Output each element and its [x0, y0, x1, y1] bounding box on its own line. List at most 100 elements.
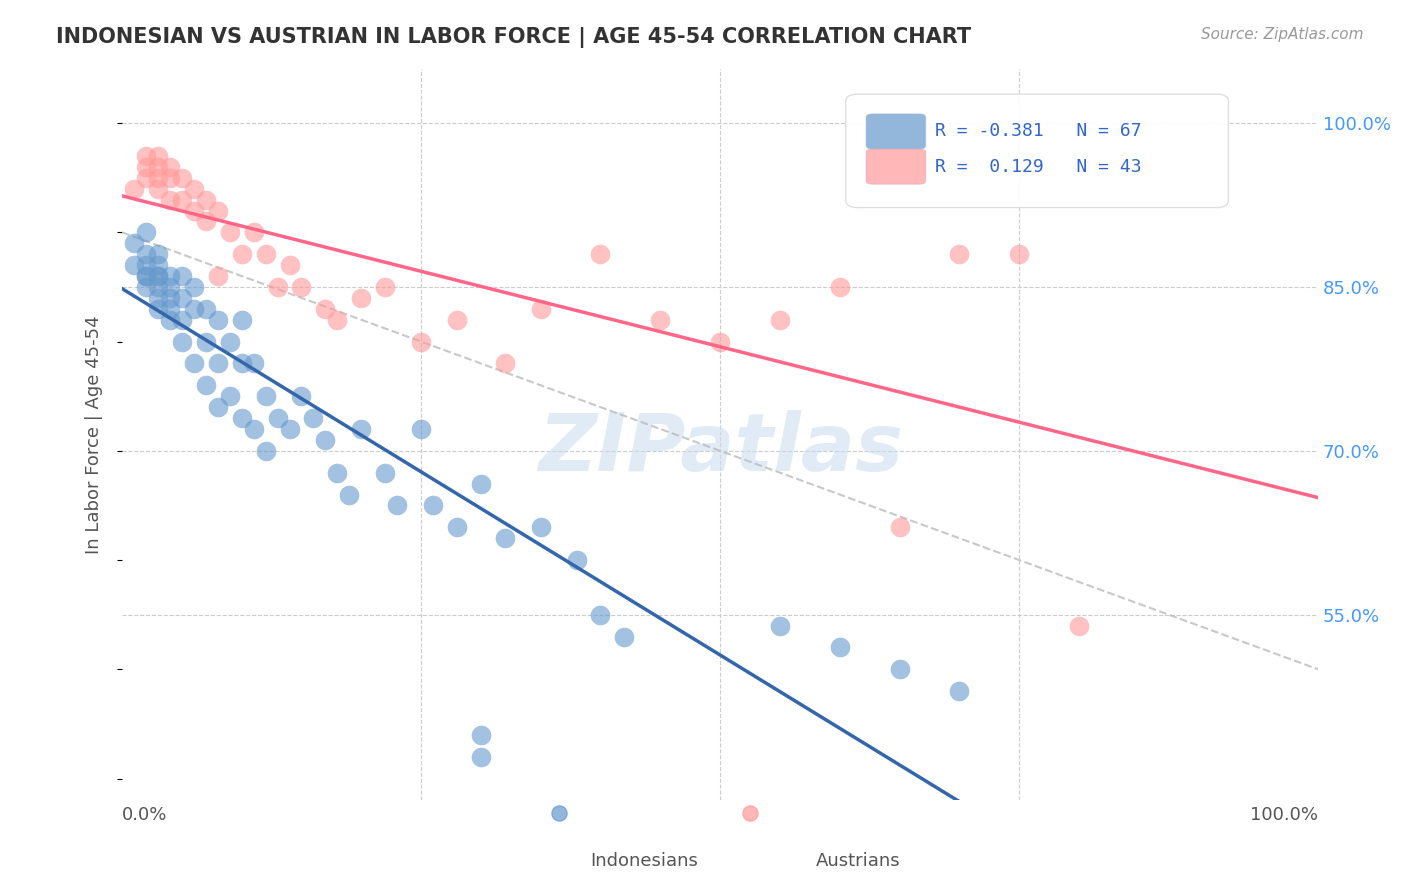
Point: [170, 170, 193, 185]
Point: [1008, 247, 1031, 261]
Point: [170, 193, 193, 207]
Point: [170, 291, 193, 305]
Point: [159, 160, 181, 174]
Point: [254, 247, 277, 261]
Point: [385, 499, 408, 513]
Point: [290, 389, 312, 403]
Point: [709, 334, 731, 349]
Point: [738, 806, 761, 821]
Point: [446, 312, 468, 326]
Point: [231, 356, 253, 370]
Point: [122, 236, 145, 251]
Point: [170, 312, 193, 326]
Point: [242, 225, 264, 239]
Point: [242, 422, 264, 436]
Point: [231, 411, 253, 425]
Point: [207, 400, 229, 414]
Text: R =  0.129   N = 43: R = 0.129 N = 43: [935, 158, 1142, 176]
Point: [948, 684, 970, 698]
Point: [254, 389, 277, 403]
Point: [769, 312, 792, 326]
Point: [159, 268, 181, 283]
Point: [470, 476, 492, 491]
Point: [828, 280, 851, 294]
Point: [146, 149, 169, 163]
Point: [159, 312, 181, 326]
Point: [146, 182, 169, 196]
Point: [122, 258, 145, 272]
Point: [135, 268, 157, 283]
Point: [374, 466, 396, 480]
Point: [470, 749, 492, 764]
Point: [207, 268, 229, 283]
Point: [135, 225, 157, 239]
Point: [613, 630, 636, 644]
Point: [146, 268, 169, 283]
Point: [769, 618, 792, 632]
Point: [146, 160, 169, 174]
Point: [146, 301, 169, 316]
Point: [589, 607, 612, 622]
FancyBboxPatch shape: [866, 114, 925, 149]
Point: [183, 182, 205, 196]
Point: [183, 356, 205, 370]
Point: [146, 170, 169, 185]
Point: [889, 662, 911, 676]
Point: [242, 356, 264, 370]
Text: 100.0%: 100.0%: [1250, 805, 1319, 824]
Point: [159, 280, 181, 294]
Point: [530, 520, 553, 534]
Point: [183, 280, 205, 294]
Point: [194, 214, 217, 228]
Point: [565, 553, 588, 567]
Point: [194, 301, 217, 316]
Text: ZIPatlas: ZIPatlas: [537, 410, 903, 488]
Point: [146, 247, 169, 261]
Point: [266, 280, 288, 294]
Point: [146, 291, 169, 305]
Point: [207, 356, 229, 370]
Point: [146, 268, 169, 283]
Point: [278, 258, 301, 272]
Text: 0.0%: 0.0%: [122, 805, 167, 824]
Point: [135, 247, 157, 261]
Point: [135, 280, 157, 294]
Point: [589, 247, 612, 261]
Point: [146, 280, 169, 294]
Point: [194, 378, 217, 392]
Point: [350, 422, 373, 436]
Text: Source: ZipAtlas.com: Source: ZipAtlas.com: [1201, 27, 1364, 42]
Point: [194, 334, 217, 349]
Point: [374, 280, 396, 294]
Point: [207, 312, 229, 326]
Point: [170, 334, 193, 349]
Point: [470, 728, 492, 742]
Text: Indonesians: Indonesians: [591, 852, 699, 870]
Point: [350, 291, 373, 305]
Point: [828, 640, 851, 655]
Point: [290, 280, 312, 294]
Point: [337, 487, 360, 501]
Point: [446, 520, 468, 534]
Point: [207, 203, 229, 218]
Point: [218, 389, 240, 403]
Point: [326, 312, 349, 326]
Point: [135, 160, 157, 174]
Point: [278, 422, 301, 436]
Point: [218, 225, 240, 239]
Point: [135, 170, 157, 185]
Point: [547, 806, 569, 821]
Point: [530, 301, 553, 316]
Point: [1067, 618, 1090, 632]
Point: [314, 433, 336, 447]
Y-axis label: In Labor Force | Age 45-54: In Labor Force | Age 45-54: [86, 315, 103, 554]
Point: [218, 334, 240, 349]
Point: [302, 411, 325, 425]
Point: [183, 301, 205, 316]
Point: [314, 301, 336, 316]
Point: [231, 312, 253, 326]
Point: [494, 531, 516, 545]
Point: [422, 499, 444, 513]
Text: R = -0.381   N = 67: R = -0.381 N = 67: [935, 121, 1142, 140]
Point: [494, 356, 516, 370]
